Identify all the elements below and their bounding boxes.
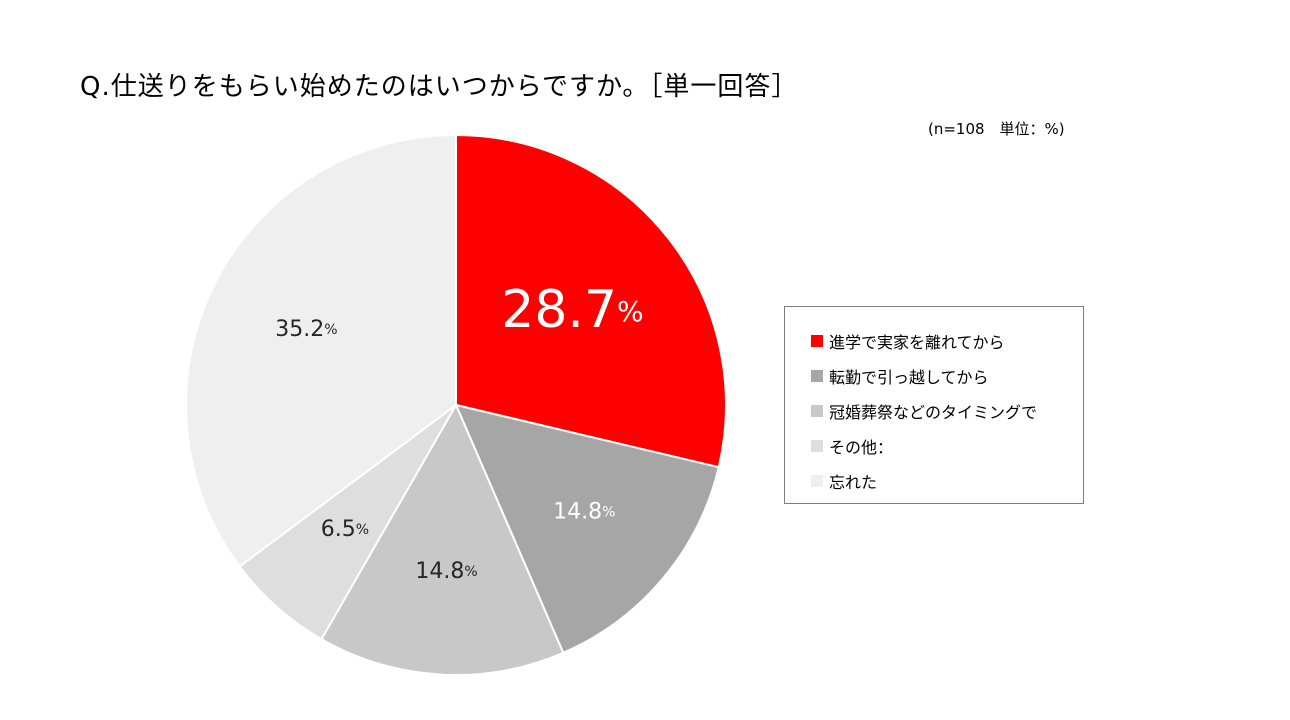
slice-value-label-1: 28.7% [501,280,643,340]
legend-label: 冠婚葬祭などのタイミングで [829,402,1038,422]
pie-slice-3 [320,402,565,676]
legend-swatch [811,439,823,452]
legend: 進学で実家を離れてから 転勤で引っ越してから冠婚葬祭などのタイミングで その他： 忘れ… [784,306,1084,504]
pie-slice-4 [238,404,457,641]
legend-label: 進学で実家を離れてから [829,332,1005,352]
chart-title: Q.仕送りをもらい始めたのはいつからですか。［単一回答］ [80,72,799,102]
legend-label: 転勤で引っ越してから [829,367,989,387]
pie-slice-1 [455,133,727,469]
legend-item-2: 転勤で引っ越してから [811,358,1083,393]
slice-value-label-3: 14.8% [415,559,477,584]
slice-value-label-5: 35.2% [275,317,337,342]
pie-slice-5 [185,133,457,568]
legend-label: その他： [829,437,894,457]
legend-item-3: 冠婚葬祭などのタイミングで [811,393,1083,428]
legend-swatch [811,334,823,347]
sample-size-note: (n=108 単位：%) [928,120,1065,138]
slice-value-label-2: 14.8% [553,500,615,525]
legend-swatch [811,369,823,382]
legend-swatch [811,404,823,417]
legend-item-4: その他： [811,428,1083,463]
legend-label: 忘れた [829,472,878,492]
pie-slice-2 [454,403,720,655]
legend-item-1: 進学で実家を離れてから [811,323,1083,358]
legend-swatch [811,474,823,487]
legend-item-5: 忘れた [811,463,1083,498]
slice-value-label-4: 6.5% [321,517,369,542]
